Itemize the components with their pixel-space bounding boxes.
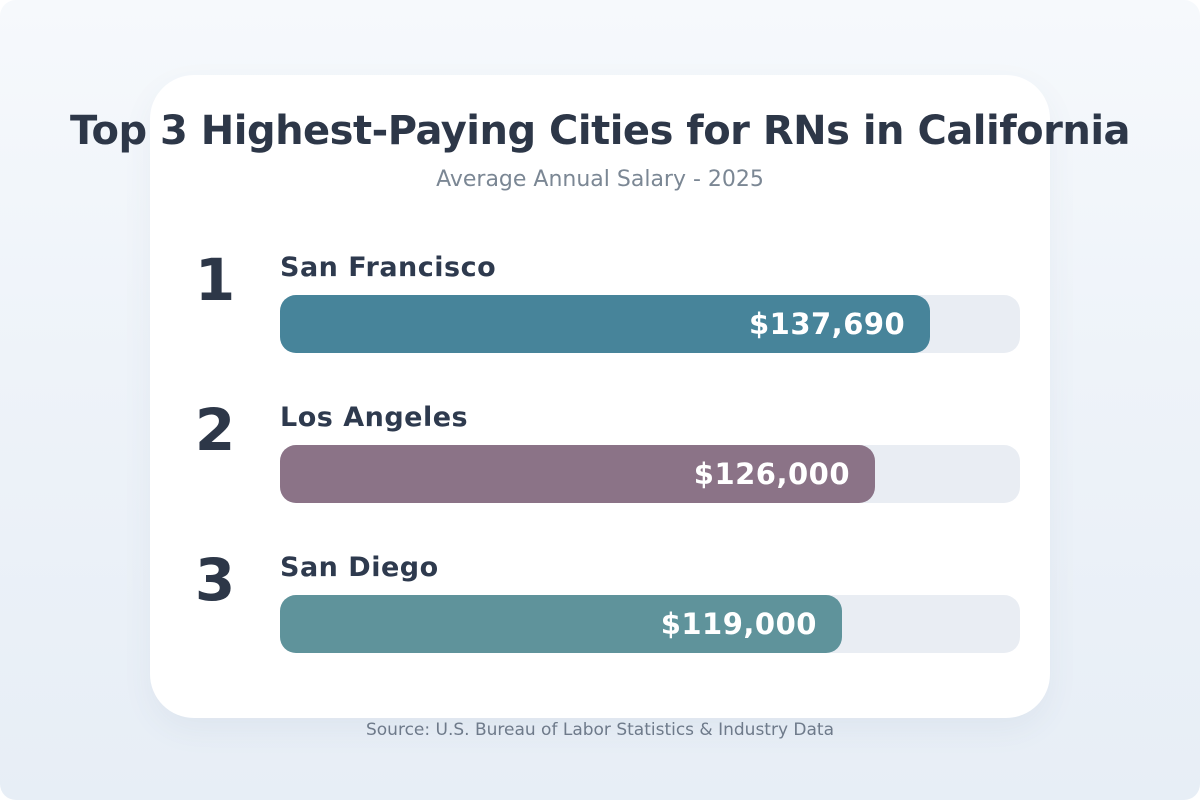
chart-row: 1 San Francisco $137,690 bbox=[150, 251, 1050, 353]
chart-row: 3 San Diego $119,000 bbox=[150, 551, 1050, 653]
rank-number: 3 bbox=[194, 546, 236, 614]
bar-track: $126,000 bbox=[280, 445, 1020, 503]
city-label: Los Angeles bbox=[280, 402, 469, 433]
bar-fill: $126,000 bbox=[280, 445, 876, 503]
city-label: San Diego bbox=[280, 552, 439, 583]
bar-track: $137,690 bbox=[280, 295, 1020, 353]
bar-fill: $119,000 bbox=[280, 595, 842, 653]
value-label: $119,000 bbox=[660, 607, 817, 641]
page-title: Top 3 Highest-Paying Cities for RNs in C… bbox=[69, 108, 1131, 154]
rank-number: 1 bbox=[194, 246, 236, 314]
row-body: Los Angeles $126,000 bbox=[280, 401, 1050, 503]
bar-track: $119,000 bbox=[280, 595, 1020, 653]
row-body: San Francisco $137,690 bbox=[280, 251, 1050, 353]
bar-chart: 1 San Francisco $137,690 2 Los Angeles $… bbox=[150, 251, 1050, 653]
city-label: San Francisco bbox=[280, 252, 497, 283]
bar-fill: $137,690 bbox=[280, 295, 931, 353]
value-label: $137,690 bbox=[748, 307, 906, 341]
rank-number: 2 bbox=[194, 396, 236, 464]
value-label: $126,000 bbox=[693, 457, 851, 491]
page-subtitle: Average Annual Salary - 2025 bbox=[436, 167, 764, 192]
source-caption: Source: U.S. Bureau of Labor Statistics … bbox=[365, 720, 835, 740]
row-body: San Diego $119,000 bbox=[280, 551, 1050, 653]
chart-row: 2 Los Angeles $126,000 bbox=[150, 401, 1050, 503]
